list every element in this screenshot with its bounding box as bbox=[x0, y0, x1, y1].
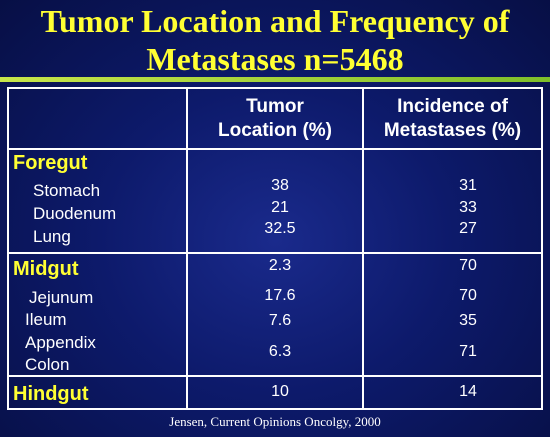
cell-lung-metastases: 27 bbox=[459, 220, 477, 237]
row-label-stomach: Stomach bbox=[33, 181, 101, 200]
category-midgut: Midgut bbox=[13, 258, 79, 280]
cell-lung-location: 32.5 bbox=[264, 220, 296, 237]
foregut-divider bbox=[9, 252, 541, 254]
row-label-lung: Lung bbox=[33, 227, 71, 246]
category-hindgut: Hindgut bbox=[13, 383, 89, 405]
row-label-colon: Colon bbox=[25, 355, 70, 374]
cell-stomach-location: 38 bbox=[271, 177, 289, 194]
title-line-1: Tumor Location and Frequency of bbox=[40, 3, 510, 39]
metastases-table: Tumor Location (%) Incidence of Metastas… bbox=[7, 87, 543, 410]
title-divider bbox=[0, 77, 550, 82]
cell-jejunum-metastases: 70 bbox=[459, 287, 477, 304]
cell-stomach-metastases: 31 bbox=[459, 177, 477, 194]
category-foregut: Foregut bbox=[13, 152, 88, 174]
column-divider-2 bbox=[362, 89, 364, 408]
title-line-2: Metastases n=5468 bbox=[146, 41, 404, 77]
row-label-appendix: Appendix bbox=[25, 333, 96, 352]
cell-hindgut-location: 10 bbox=[271, 383, 289, 400]
cell-hindgut-metastases: 14 bbox=[459, 383, 477, 400]
cell-midgut-location: 2.3 bbox=[268, 257, 292, 274]
cell-colon-location: 6.3 bbox=[268, 343, 292, 360]
header-incidence-metastases: Incidence of Metastases (%) bbox=[383, 96, 522, 141]
header-divider bbox=[9, 148, 541, 150]
header-tumor-location: Tumor Location (%) bbox=[218, 96, 332, 141]
cell-ileum-location: 7.6 bbox=[268, 312, 292, 329]
row-label-ileum: Ileum bbox=[25, 310, 67, 329]
midgut-divider bbox=[9, 375, 541, 377]
source-citation: Jensen, Current Opinions Oncolgy, 2000 bbox=[169, 414, 381, 429]
row-label-jejunum: Jejunum bbox=[29, 288, 94, 307]
slide-title: Tumor Location and Frequency of Metastas… bbox=[0, 2, 550, 78]
cell-duodenum-metastases: 33 bbox=[459, 199, 477, 216]
cell-ileum-metastases: 35 bbox=[459, 312, 477, 329]
column-divider-1 bbox=[186, 89, 188, 408]
cell-colon-metastases: 71 bbox=[459, 343, 477, 360]
cell-jejunum-location: 17.6 bbox=[264, 287, 296, 304]
row-label-duodenum: Duodenum bbox=[33, 204, 117, 223]
cell-midgut-metastases: 70 bbox=[459, 257, 477, 274]
cell-duodenum-location: 21 bbox=[271, 199, 289, 216]
